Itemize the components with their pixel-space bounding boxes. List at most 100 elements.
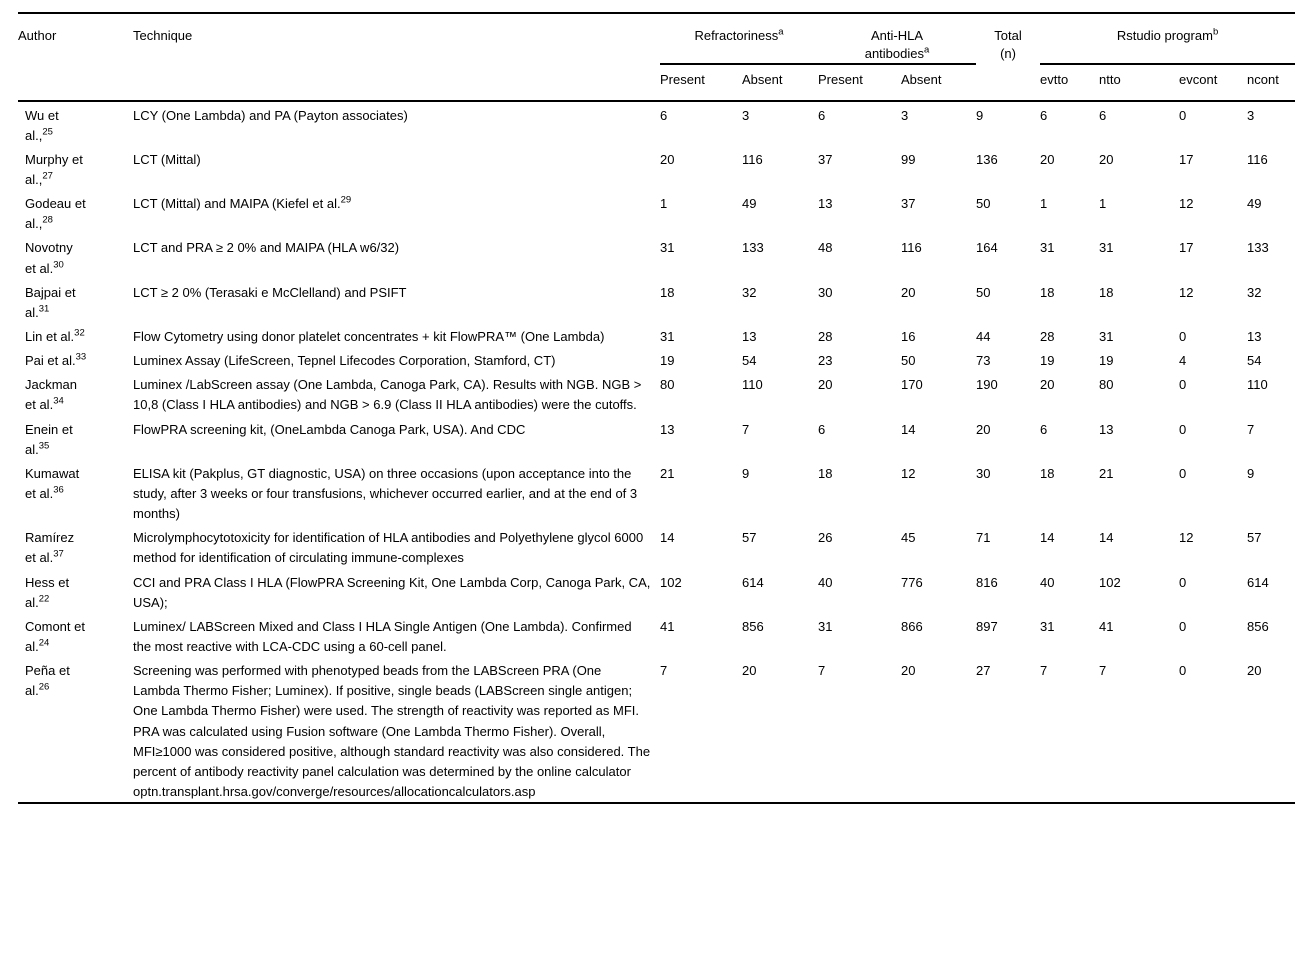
technique-reference-number: 29 [340, 194, 352, 206]
author-reference-number: 36 [53, 484, 64, 496]
author-name: Kumawat et al. [25, 465, 80, 501]
table-row: Murphy et al.,27 LCT (Mittal) 20 116 37 … [18, 146, 1295, 190]
author-wrap: Murphy et al.,27 [25, 150, 87, 190]
author-wrap: Lin et al.32 [25, 327, 87, 347]
evtto-cell: 18 [1040, 284, 1055, 300]
evcont-cell: 0 [1179, 421, 1187, 437]
table-header: Author Technique Refractorinessa Anti-HL… [18, 13, 1296, 102]
header-group-row: Author Technique Refractorinessa Anti-HL… [18, 13, 1296, 102]
total-header-line2: (n) [1000, 46, 1016, 62]
refractoriness-present-cell: 80 [660, 377, 675, 393]
refractoriness-present-cell: 31 [660, 328, 675, 344]
refractoriness-present-cell: 1 [660, 196, 668, 212]
author-reference-number: 30 [53, 259, 64, 271]
table-row: Enein et al.35 FlowPRA screening kit, (O… [18, 416, 1295, 460]
ncont-cell: 7 [1247, 421, 1255, 437]
ntto-cell: 1 [1099, 196, 1107, 212]
evtto-cell: 28 [1040, 328, 1055, 344]
table-row: Jackman et al.34 Luminex /LabScreen assa… [18, 371, 1295, 415]
author-wrap: Peña et al.26 [25, 661, 87, 701]
technique-cell: Microlymphocytotoxicity for identificati… [133, 524, 660, 568]
technique-cell: ELISA kit (Pakplus, GT diagnostic, USA) … [133, 460, 660, 524]
anti-hla-absent-cell: 99 [901, 151, 916, 167]
evcont-cell: 17 [1179, 151, 1194, 167]
author-header-label: Author [18, 28, 57, 43]
anti-hla-present-cell: 37 [818, 151, 833, 167]
refractoriness-present-cell: 21 [660, 465, 675, 481]
evtto-cell: 6 [1040, 421, 1048, 437]
col-header-anti-hla-present: Present [818, 64, 902, 102]
evcont-cell: 0 [1179, 574, 1187, 590]
technique-header-label: Technique [133, 28, 193, 43]
ncont-cell: 54 [1247, 353, 1262, 369]
table-row: Godeau et al.,28 LCT (Mittal) and MAIPA … [18, 190, 1295, 234]
technique-text: Luminex /LabScreen assay (One Lambda, Ca… [133, 377, 642, 413]
anti-hla-present-cell: 20 [818, 377, 833, 393]
evcont-cell: 0 [1179, 465, 1187, 481]
anti-hla-group-label-wrap: Anti-HLA antibodiesa [843, 27, 951, 63]
anti-hla-absent-cell: 16 [901, 328, 916, 344]
technique-text: LCT (Mittal) and MAIPA (Kiefel et al. [133, 196, 341, 212]
technique-text: Screening was performed with phenotyped … [133, 663, 651, 799]
author-cell: Murphy et al.,27 [18, 146, 133, 190]
refractoriness-absent-cell: 3 [742, 107, 750, 123]
total-cell: 816 [976, 574, 998, 590]
author-reference-number: 31 [38, 303, 50, 315]
anti-hla-present-cell: 18 [818, 465, 833, 481]
author-wrap: Enein et al.35 [25, 420, 87, 460]
technique-cell: CCI and PRA Class I HLA (FlowPRA Screeni… [133, 569, 660, 613]
anti-hla-group-label: Anti-HLA antibodies [864, 28, 924, 62]
refractoriness-present-cell: 102 [660, 574, 682, 590]
technique-text: Microlymphocytotoxicity for identificati… [133, 530, 644, 566]
table-row: Hess et al.22 CCI and PRA Class I HLA (F… [18, 569, 1295, 613]
technique-text: FlowPRA screening kit, (OneLambda Canoga… [133, 421, 526, 437]
technique-wrap: Luminex/ LABScreen Mixed and Class I HLA… [133, 617, 651, 657]
evtto-cell: 20 [1040, 377, 1055, 393]
author-cell: Hess et al.22 [18, 569, 133, 613]
table-body: Wu et al.,25 LCY (One Lambda) and PA (Pa… [18, 101, 1295, 804]
ntto-cell: 102 [1099, 574, 1121, 590]
anti-hla-absent-cell: 37 [901, 196, 916, 212]
technique-text: LCT ≥ 2 0% (Terasaki e McClelland) and P… [133, 284, 407, 300]
author-reference-number: 22 [38, 593, 50, 605]
author-wrap: Kumawat et al.36 [25, 464, 87, 504]
table-row: Ramírez et al.37 Microlymphocytotoxicity… [18, 524, 1295, 568]
anti-hla-absent-cell: 20 [901, 663, 916, 679]
technique-cell: Screening was performed with phenotyped … [133, 657, 660, 803]
total-cell: 71 [976, 530, 991, 546]
total-cell: 9 [976, 107, 984, 123]
refractoriness-present-cell: 14 [660, 530, 675, 546]
evcont-cell: 0 [1179, 663, 1187, 679]
anti-hla-absent-cell: 170 [901, 377, 923, 393]
refractoriness-absent-cell: 57 [742, 530, 757, 546]
author-cell: Wu et al.,25 [18, 101, 133, 146]
anti-hla-absent-cell: 116 [901, 240, 922, 256]
refractoriness-absent-cell: 133 [742, 240, 764, 256]
technique-cell: LCY (One Lambda) and PA (Payton associat… [133, 101, 660, 146]
refractoriness-absent-cell: 20 [742, 663, 757, 679]
col-header-refractoriness-present: Present [660, 64, 742, 102]
technique-cell: LCT and PRA ≥ 2 0% and MAIPA (HLA w6/32) [133, 234, 660, 278]
ncont-cell: 856 [1247, 618, 1269, 634]
ntto-cell: 31 [1099, 240, 1114, 256]
technique-wrap: LCT ≥ 2 0% (Terasaki e McClelland) and P… [133, 283, 651, 303]
evtto-cell: 31 [1040, 240, 1055, 256]
author-reference-number: 35 [38, 440, 50, 452]
technique-cell: LCT (Mittal) and MAIPA (Kiefel et al.29 [133, 190, 660, 234]
refractoriness-absent-cell: 110 [742, 377, 763, 393]
technique-wrap: Luminex Assay (LifeScreen, Tepnel Lifeco… [133, 351, 651, 371]
anti-hla-present-cell: 48 [818, 240, 833, 256]
technique-text: CCI and PRA Class I HLA (FlowPRA Screeni… [133, 574, 651, 610]
anti-hla-absent-cell: 866 [901, 618, 923, 634]
refractoriness-present-cell: 7 [660, 663, 668, 679]
anti-hla-absent-cell: 50 [901, 353, 916, 369]
ntto-cell: 31 [1099, 328, 1114, 344]
table-row: Kumawat et al.36 ELISA kit (Pakplus, GT … [18, 460, 1295, 524]
refractoriness-present-cell: 31 [660, 240, 675, 256]
author-reference-number: 27 [42, 170, 53, 182]
evcont-cell: 0 [1179, 328, 1187, 344]
refractoriness-absent-cell: 32 [742, 284, 757, 300]
refractoriness-absent-cell: 49 [742, 196, 757, 212]
total-cell: 164 [976, 240, 998, 256]
total-cell: 20 [976, 421, 991, 437]
